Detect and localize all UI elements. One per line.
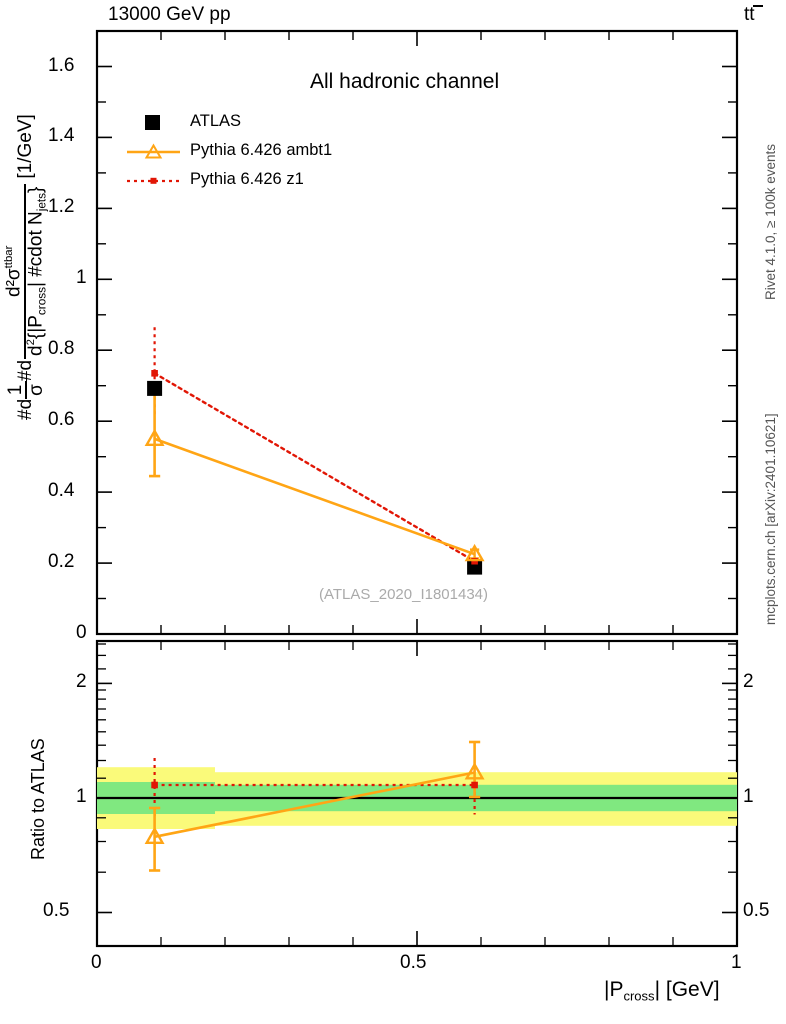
main-ytick-1: 1 bbox=[76, 267, 87, 288]
legend-label-atlas: ATLAS bbox=[190, 112, 242, 130]
beam-energy-label: 13000 GeV pp bbox=[108, 4, 231, 25]
marker-atlas-p1 bbox=[147, 380, 163, 396]
main-ytick-0.4: 0.4 bbox=[48, 480, 75, 501]
legend-label-z1: Pythia 6.426 z1 bbox=[190, 170, 304, 188]
rivet-version-label: Rivet 4.1.0, ≥ 100k events bbox=[762, 144, 780, 300]
marker-ambt1-p1 bbox=[144, 428, 165, 446]
ratio-marker-z1-p2 bbox=[471, 781, 478, 789]
xtick-1: 1 bbox=[731, 952, 742, 973]
series-line-ambt1 bbox=[154, 437, 476, 556]
marker-z1-p1 bbox=[151, 370, 158, 377]
series-line-z1 bbox=[153, 372, 476, 563]
ratio-series-group bbox=[144, 740, 485, 872]
ratio-errorbar-ambt1-p1 bbox=[149, 806, 161, 872]
ratio-y-minor-ticks bbox=[97, 643, 737, 947]
ratio-x-minor-ticks bbox=[160, 641, 674, 946]
legend-key-z1 bbox=[127, 177, 180, 184]
main-ytick-0: 0 bbox=[76, 622, 87, 643]
x-axis-label: |Pcross| [GeV] bbox=[604, 978, 720, 1004]
main-x-minor-ticks bbox=[160, 31, 674, 634]
legend-keys bbox=[127, 115, 180, 184]
xtick-0.5: 0.5 bbox=[400, 952, 427, 973]
ratio-ytick-0.5-right: 0.5 bbox=[743, 900, 770, 921]
rivet-version-text: Rivet 4.1.0, ≥ 100k events bbox=[763, 144, 778, 300]
legend-key-ambt1 bbox=[127, 143, 180, 159]
process-text: tt bbox=[744, 4, 763, 25]
errorbar-ambt1-p1 bbox=[149, 389, 161, 478]
marker-atlas-p2 bbox=[467, 559, 483, 575]
main-series-group bbox=[144, 327, 485, 575]
marker-ambt1-p2 bbox=[464, 543, 485, 562]
mcplots-source-label: mcplots.cern.ch [arXiv:2401.10621] bbox=[762, 413, 780, 625]
process-overline bbox=[753, 5, 763, 7]
x-axis-label-sub: cross bbox=[623, 988, 655, 1004]
legend-key-atlas bbox=[145, 115, 160, 130]
main-chart-title: All hadronic channel bbox=[310, 70, 500, 93]
analysis-watermark: (ATLAS_2020_I1801434) bbox=[319, 586, 489, 603]
ratio-ytick-1-right: 1 bbox=[743, 786, 754, 807]
ratio-line-ambt1 bbox=[154, 771, 475, 839]
ratio-marker-ambt1-p2 bbox=[464, 762, 485, 780]
ratio-ytick-2-right: 2 bbox=[743, 671, 754, 692]
x-axis-label-tail: | [GeV] bbox=[654, 978, 720, 1001]
ratio-ytick-2-left: 2 bbox=[76, 671, 87, 692]
ratio-marker-z1-p1 bbox=[151, 781, 158, 789]
ratio-y-axis-label: Ratio to ATLAS bbox=[28, 738, 49, 860]
xtick-0: 0 bbox=[91, 952, 102, 973]
x-axis-label-main: |P bbox=[604, 978, 624, 1001]
legend-label-ambt1: Pythia 6.426 ambt1 bbox=[190, 141, 333, 159]
main-ytick-0.2: 0.2 bbox=[48, 551, 75, 572]
process-symbol: tt bbox=[744, 4, 755, 25]
ratio-ytick-1-left: 1 bbox=[76, 786, 87, 807]
main-ytick-1.4: 1.4 bbox=[48, 125, 75, 146]
main-ytick-0.8: 0.8 bbox=[48, 338, 75, 359]
process-label: tt bbox=[744, 4, 763, 26]
ratio-ylabel-text: Ratio to ATLAS bbox=[28, 738, 48, 860]
main-ytick-0.6: 0.6 bbox=[48, 409, 75, 430]
mcplots-source-text: mcplots.cern.ch [arXiv:2401.10621] bbox=[763, 413, 778, 625]
main-y-major-ticks bbox=[97, 65, 737, 635]
main-y-minor-ticks bbox=[97, 30, 737, 600]
main-ytick-1.6: 1.6 bbox=[48, 55, 75, 76]
ratio-marker-ambt1-p1 bbox=[144, 826, 165, 844]
main-ytick-1.2: 1.2 bbox=[48, 196, 75, 217]
ratio-bands bbox=[97, 767, 737, 829]
ratio-ytick-0.5-left: 0.5 bbox=[43, 900, 70, 921]
main-x-ticks bbox=[96, 31, 738, 634]
ratio-x-ticks bbox=[96, 641, 738, 946]
ratio-y-major-ticks bbox=[97, 682, 737, 914]
